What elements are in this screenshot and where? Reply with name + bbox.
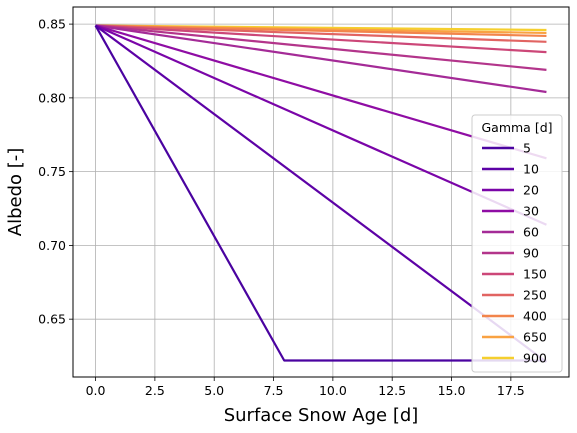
- series-line-gamma-5: [94, 25, 547, 362]
- legend-label: 60: [523, 225, 539, 240]
- series-line-gamma-150: [95, 24, 547, 54]
- y-tick-label: 0.70: [38, 238, 66, 253]
- legend-item-20: 20: [482, 183, 539, 198]
- legend-item-30: 30: [482, 204, 539, 219]
- legend: Gamma [d] 5 10 20 30 60 90 150 250 400 650 900: [471, 114, 563, 373]
- legend-label: 650: [523, 330, 547, 345]
- y-tick-label: 0.65: [38, 312, 66, 327]
- series-line-gamma-20: [95, 24, 547, 226]
- legend-label: 30: [523, 204, 539, 219]
- y-tick-label: 0.85: [38, 17, 66, 32]
- y-tick-label: 0.80: [38, 90, 66, 105]
- y-axis-title: Albedo [-]: [5, 148, 26, 237]
- legend-item-5: 5: [482, 141, 531, 156]
- legend-label: 400: [523, 309, 547, 324]
- legend-label: 5: [523, 141, 531, 156]
- legend-item-150: 150: [482, 267, 547, 282]
- legend-items: 5 10 20 30 60 90 150 250 400 650 900: [482, 141, 547, 366]
- x-tick-label: 15.0: [438, 383, 466, 398]
- legend-item-250: 250: [482, 288, 547, 303]
- legend-item-60: 60: [482, 225, 539, 240]
- x-tick-label: 2.5: [145, 383, 165, 398]
- series-line-gamma-10: [94, 24, 548, 363]
- legend-item-90: 90: [482, 246, 539, 261]
- x-tick-label: 5.0: [204, 383, 224, 398]
- legend-box: [471, 114, 563, 373]
- series-line-gamma-30: [95, 24, 547, 160]
- series-line-gamma-60: [95, 24, 547, 94]
- series-line-gamma-250: [95, 24, 547, 43]
- axis-ticks: 0.0 2.5 5.0 7.5 10.0 12.5 15.0 17.5 0.65 0.70 0.75…: [38, 17, 525, 398]
- legend-label: 900: [523, 351, 547, 366]
- legend-item-400: 400: [482, 309, 547, 324]
- series-lines: [94, 24, 548, 363]
- x-tick-label: 10.0: [319, 383, 347, 398]
- x-tick-label: 17.5: [497, 383, 525, 398]
- legend-item-900: 900: [482, 351, 547, 366]
- legend-title: Gamma [d]: [481, 120, 552, 135]
- legend-label: 250: [523, 288, 547, 303]
- x-tick-label: 7.5: [264, 383, 284, 398]
- x-tick-label: 12.5: [378, 383, 406, 398]
- y-tick-label: 0.75: [38, 164, 66, 179]
- legend-label: 10: [523, 162, 539, 177]
- legend-label: 20: [523, 183, 539, 198]
- plot-frame: [72, 6, 570, 378]
- legend-item-10: 10: [482, 162, 539, 177]
- series-line-gamma-90: [95, 24, 547, 71]
- x-tick-label: 0.0: [86, 383, 106, 398]
- legend-label: 90: [523, 246, 539, 261]
- legend-item-650: 650: [482, 330, 547, 345]
- legend-label: 150: [523, 267, 547, 282]
- x-axis-title: Surface Snow Age [d]: [224, 405, 419, 426]
